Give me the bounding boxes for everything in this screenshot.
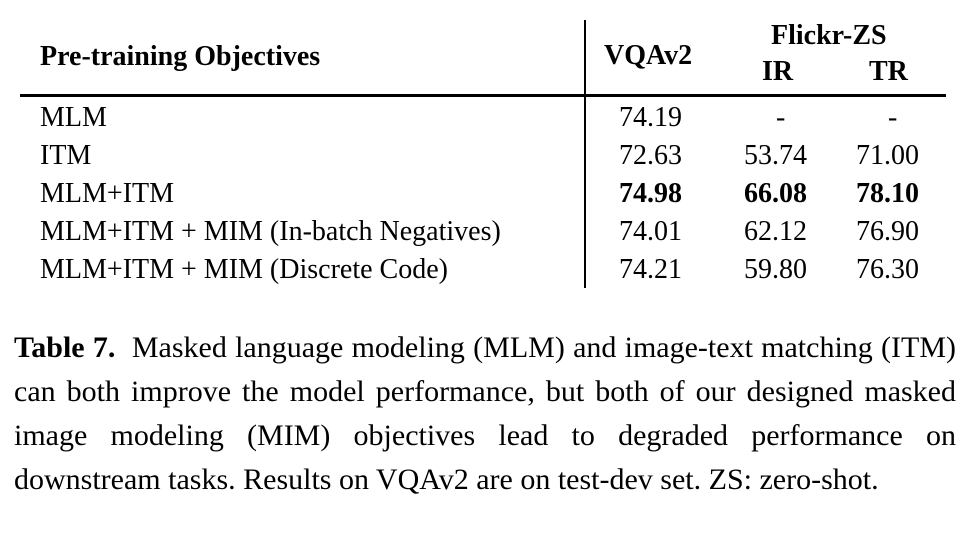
row-vqa-score: 74.19 — [619, 102, 682, 133]
header-vqav2: VQAv2 — [604, 40, 693, 71]
header-objectives: Pre-training Objectives — [40, 41, 321, 72]
row-objective: ITM — [40, 140, 92, 171]
row-tr-score: 71.00 — [856, 140, 919, 171]
table-caption: Table 7. Masked language modeling (MLM) … — [14, 326, 956, 502]
row-ir-score: - — [776, 102, 786, 133]
row-vqa-score: 72.63 — [619, 140, 682, 171]
caption-label: Table 7. — [14, 331, 116, 364]
header-tr: TR — [869, 56, 908, 87]
row-tr-score-best: 78.10 — [856, 178, 919, 209]
row-ir-score: 59.80 — [744, 254, 807, 285]
header-ir: IR — [762, 56, 794, 87]
row-ir-score: 53.74 — [744, 140, 807, 171]
caption-text: Masked language modeling (MLM) and image… — [14, 331, 957, 496]
results-table: Pre-training Objectives VQAv2 Flickr-ZS … — [20, 14, 950, 290]
row-tr-score: 76.30 — [856, 254, 919, 285]
table-row: MLM+ITM 74.98 66.08 78.10 — [20, 180, 950, 218]
header-rule — [20, 94, 946, 97]
row-ir-score-best: 66.08 — [744, 178, 807, 209]
table-row: MLM 74.19 - - — [20, 104, 950, 142]
table-row: MLM+ITM + MIM (In-batch Negatives) 74.01… — [20, 218, 950, 256]
row-objective: MLM+ITM + MIM (Discrete Code) — [40, 254, 448, 285]
row-objective: MLM+ITM — [40, 178, 175, 209]
row-tr-score: - — [888, 102, 898, 133]
row-vqa-score: 74.21 — [619, 254, 682, 285]
column-divider — [584, 20, 586, 288]
row-vqa-score-best: 74.98 — [619, 178, 682, 209]
row-objective: MLM — [40, 102, 107, 133]
row-ir-score: 62.12 — [744, 216, 807, 247]
row-vqa-score: 74.01 — [619, 216, 682, 247]
row-objective: MLM+ITM + MIM (In-batch Negatives) — [40, 216, 501, 247]
header-flickr-zs: Flickr-ZS — [771, 20, 887, 51]
table-row: MLM+ITM + MIM (Discrete Code) 74.21 59.8… — [20, 256, 950, 294]
table-row: ITM 72.63 53.74 71.00 — [20, 142, 950, 180]
row-tr-score: 76.90 — [856, 216, 919, 247]
